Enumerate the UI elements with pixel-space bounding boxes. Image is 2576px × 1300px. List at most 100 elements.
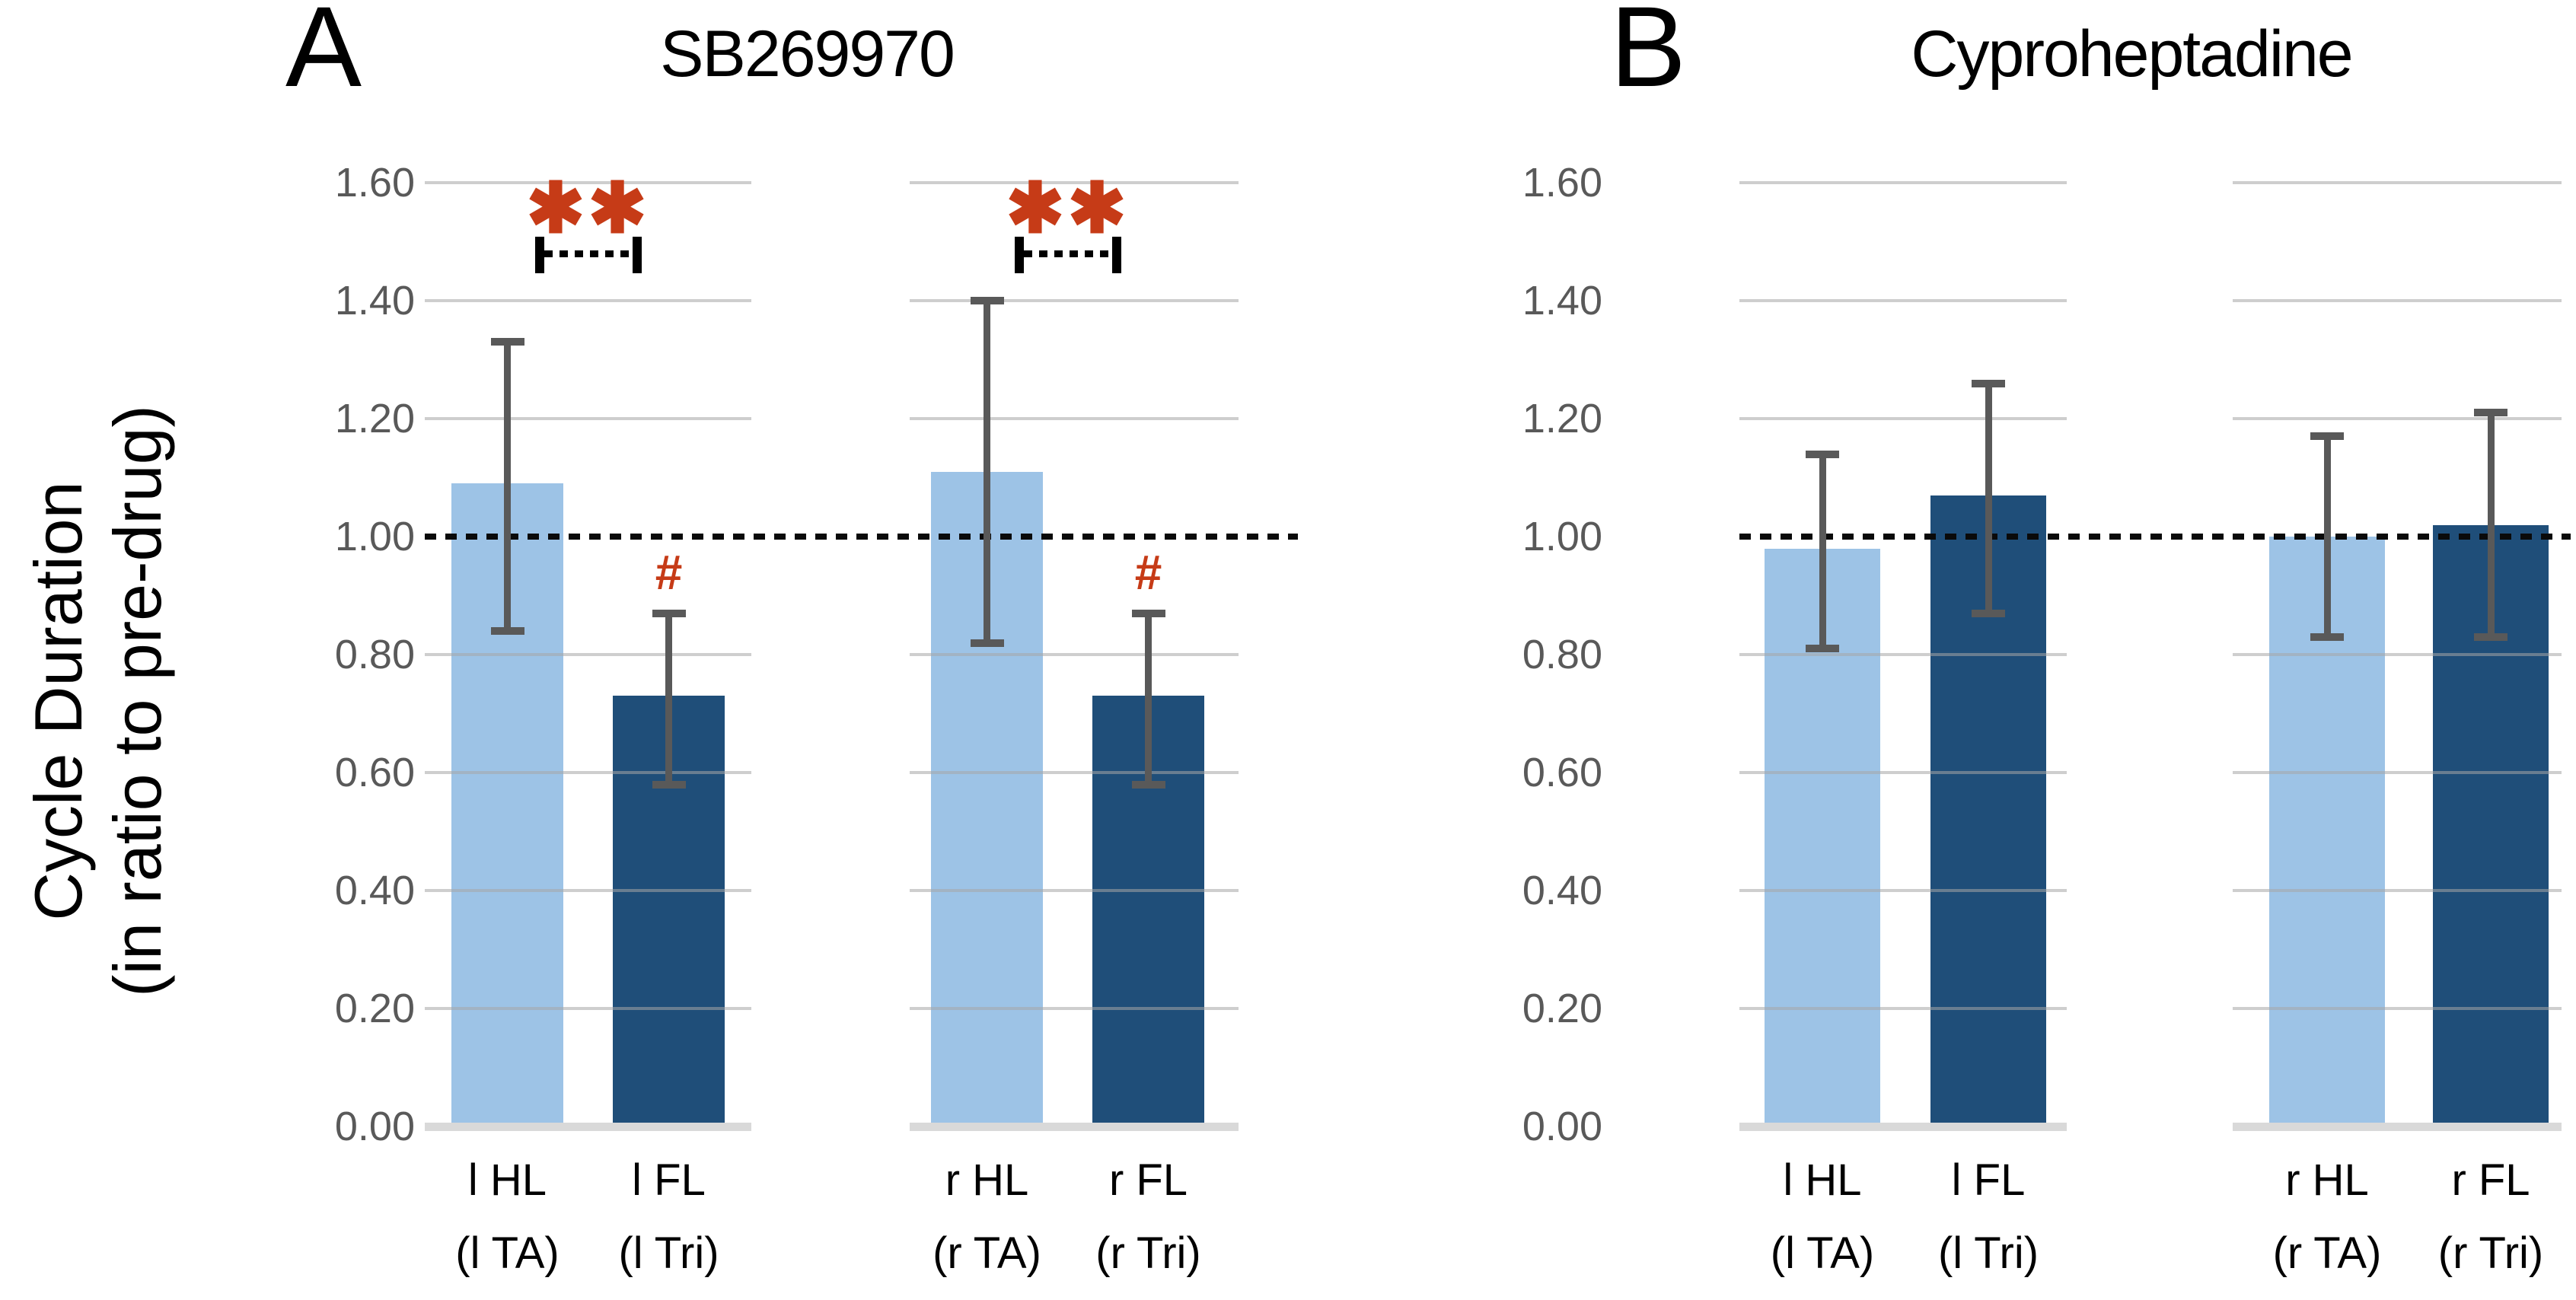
y-tick-label: 1.40: [334, 278, 415, 323]
error-bar-cap-bottom: [2310, 633, 2344, 641]
reference-line-1-00: [425, 534, 1298, 540]
gridline: [910, 417, 1239, 420]
x-axis-baseline: [1739, 1123, 2067, 1131]
gridline: [2233, 771, 2562, 774]
x-axis-label-line1: r FL: [2451, 1155, 2530, 1205]
error-bar-cap-bottom: [2474, 633, 2507, 641]
error-bar-cap-bottom: [1806, 645, 1839, 652]
error-bar-cap-top: [1972, 380, 2005, 387]
gridline: [910, 1007, 1239, 1010]
bracket-dotted-line: [544, 250, 633, 257]
gridline: [1739, 889, 2067, 892]
x-axis-label-line1: r HL: [945, 1155, 1029, 1205]
error-bar-stem: [1145, 613, 1152, 785]
bracket-left-cap: [534, 237, 544, 273]
x-axis-label-line2: (l Tri): [618, 1228, 719, 1278]
gridline: [1739, 1007, 2067, 1010]
x-axis-label-line2: (l Tri): [1937, 1228, 2039, 1278]
error-bar-cap-bottom: [970, 639, 1004, 647]
gridline: [2233, 653, 2562, 656]
error-bar-stem: [665, 613, 672, 785]
gridline: [1739, 417, 2067, 420]
x-axis-label-line2: (r TA): [2272, 1228, 2382, 1278]
y-tick-label: 1.60: [1522, 160, 1602, 206]
error-bar-stem: [504, 342, 511, 631]
y-axis-title: Cycle Duration (in ratio to pre-drug): [19, 168, 179, 1234]
error-bar-cap-bottom: [1131, 781, 1165, 789]
gridline: [1739, 299, 2067, 302]
bracket-right-cap: [632, 237, 642, 273]
y-tick-label: 0.40: [334, 868, 415, 913]
gridline: [910, 299, 1239, 302]
x-axis-label-line1: r HL: [2285, 1155, 2369, 1205]
x-axis-baseline: [2233, 1123, 2562, 1131]
error-bar-cap-top: [1806, 451, 1839, 458]
x-axis-label-line2: (r Tri): [2437, 1228, 2544, 1278]
x-axis-label-line2: (r Tri): [1095, 1228, 1201, 1278]
error-bar-cap-bottom: [652, 781, 686, 789]
y-tick-label: 0.20: [1522, 986, 1602, 1031]
gridline: [910, 889, 1239, 892]
y-tick-label: 0.60: [334, 750, 415, 795]
y-tick-label: 0.80: [334, 632, 415, 677]
y-tick-label: 1.00: [334, 514, 415, 559]
gridline: [425, 299, 751, 302]
x-axis-baseline: [425, 1123, 751, 1131]
gridline: [425, 653, 751, 656]
gridline: [425, 889, 751, 892]
y-tick-label: 1.40: [1522, 278, 1602, 323]
panel-letter: B: [1610, 0, 1687, 110]
x-axis-label-line2: (r TA): [933, 1228, 1041, 1278]
y-tick-label: 0.00: [334, 1104, 415, 1149]
error-bar-stem: [1985, 384, 1992, 613]
y-tick-label: 0.20: [334, 986, 415, 1031]
y-axis-title-line1: Cycle Duration: [21, 481, 96, 921]
y-tick-label: 0.40: [1522, 868, 1602, 913]
bracket-left-cap: [1014, 237, 1024, 273]
error-bar-cap-top: [2474, 409, 2507, 416]
y-tick-label: 0.00: [1522, 1104, 1602, 1149]
panel-title: SB269970: [660, 18, 955, 91]
gridline: [425, 181, 751, 184]
y-tick-label: 1.20: [1522, 396, 1602, 441]
x-axis-label-line1: l FL: [632, 1155, 706, 1205]
error-bar-cap-top: [490, 338, 524, 346]
hash-significance-marker: #: [655, 545, 683, 600]
gridline: [910, 181, 1239, 184]
gridline: [2233, 181, 2562, 184]
bracket-right-cap: [1111, 237, 1121, 273]
bracket-dotted-line: [1023, 250, 1112, 257]
y-tick-label: 0.60: [1522, 750, 1602, 795]
gridline: [1739, 181, 2067, 184]
double-asterisk-significance: ✱✱: [1006, 170, 1130, 247]
error-bar-cap-top: [1131, 610, 1165, 617]
gridline: [1739, 653, 2067, 656]
error-bar-stem: [984, 301, 990, 643]
y-axis-title-line2: (in ratio to pre-drug): [99, 405, 175, 997]
error-bar-cap-bottom: [490, 627, 524, 635]
x-axis-label-line2: (l TA): [455, 1228, 560, 1278]
x-axis-label-line1: r FL: [1108, 1155, 1188, 1205]
reference-line-1-00: [1739, 534, 2571, 540]
error-bar-cap-bottom: [1972, 610, 2005, 617]
error-bar-stem: [2487, 413, 2495, 637]
x-axis-label-line1: l HL: [1783, 1155, 1862, 1205]
gridline: [2233, 417, 2562, 420]
error-bar-cap-top: [652, 610, 686, 617]
gridline: [910, 771, 1239, 774]
error-bar-stem: [1819, 454, 1826, 648]
y-tick-label: 1.20: [334, 396, 415, 441]
panel-letter: A: [285, 0, 362, 110]
x-axis-label-line1: l FL: [1951, 1155, 2026, 1205]
x-axis-label-line2: (l TA): [1770, 1228, 1875, 1278]
error-bar-stem: [2323, 436, 2331, 637]
gridline: [2233, 1007, 2562, 1010]
y-tick-label: 1.00: [1522, 514, 1602, 559]
error-bar-cap-top: [2310, 432, 2344, 440]
double-asterisk-significance: ✱✱: [526, 170, 650, 247]
panel-title: Cyproheptadine: [1911, 18, 2353, 91]
gridline: [425, 417, 751, 420]
error-bar-cap-top: [970, 297, 1004, 304]
y-tick-label: 0.80: [1522, 632, 1602, 677]
